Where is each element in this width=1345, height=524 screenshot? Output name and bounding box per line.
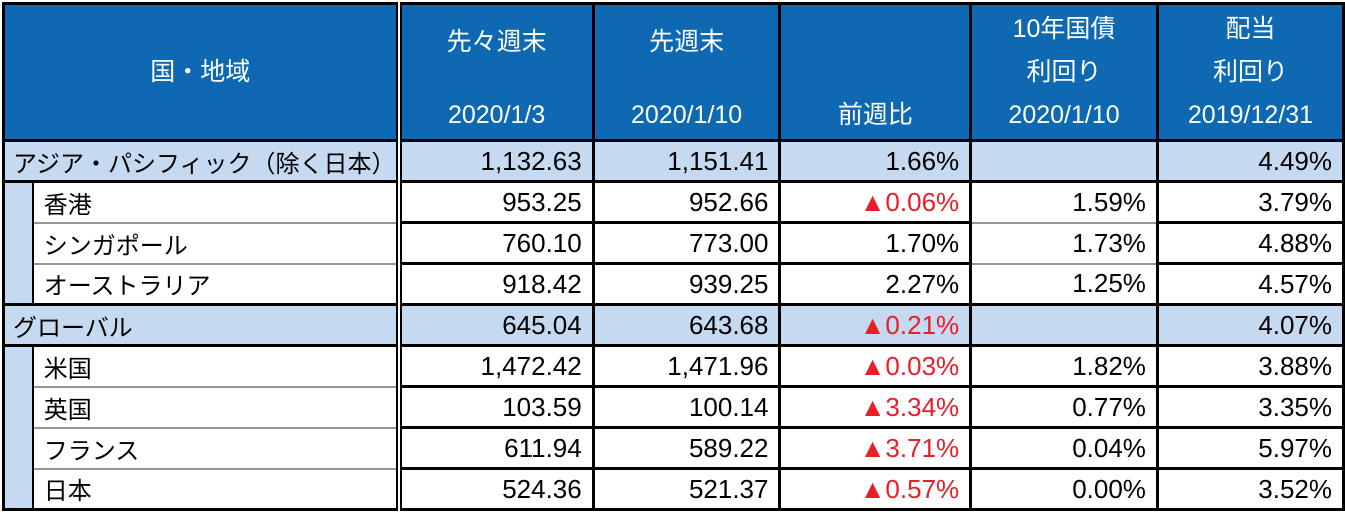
bond-yield-cell: 1.82% xyxy=(969,344,1158,387)
sub-row-japan: 日本 524.36 521.37 ▲0.57% 0.00% 3.52% xyxy=(3,467,1344,510)
last-week-cell: 1,151.41 xyxy=(591,139,780,182)
bond-yield-cell: 1.59% xyxy=(969,180,1158,223)
last-week-cell: 100.14 xyxy=(591,385,780,428)
dividend-yield-cell: 4.57% xyxy=(1155,262,1344,305)
wow-change-cell: ▲0.57% xyxy=(778,467,971,510)
last-week-cell: 952.66 xyxy=(591,180,780,223)
col-header-bond-yield-label: 10年国債 xyxy=(1012,15,1116,43)
last-week-cell: 1,471.96 xyxy=(591,344,780,387)
region-name-cell: アジア・パシフィック（除く日本） xyxy=(3,139,402,182)
last-week-cell: 643.68 xyxy=(591,303,780,346)
region-name-cell: シンガポール xyxy=(32,221,402,264)
week-before-last-cell: 611.94 xyxy=(397,426,594,469)
sub-row-singapore: シンガポール 760.10 773.00 1.70% 1.73% 4.88% xyxy=(3,221,1344,264)
wow-change-cell: ▲0.03% xyxy=(778,344,971,387)
wow-change-cell: 1.70% xyxy=(778,221,971,264)
last-week-cell: 773.00 xyxy=(591,221,780,264)
col-header-dividend-yield: 配当 利回り 2019/12/31 xyxy=(1155,3,1344,142)
wow-change-cell: ▲0.06% xyxy=(778,180,971,223)
week-before-last-cell: 645.04 xyxy=(397,303,594,346)
wow-change-cell: ▲3.34% xyxy=(778,385,971,428)
region-name-cell: オーストラリア xyxy=(32,262,402,305)
sub-row-uk: 英国 103.59 100.14 ▲3.34% 0.77% 3.35% xyxy=(3,385,1344,428)
indent-cell xyxy=(3,180,34,223)
col-header-wow-change: 前週比 xyxy=(778,3,971,142)
region-name-cell: 香港 xyxy=(32,180,402,223)
week-before-last-cell: 524.36 xyxy=(397,467,594,510)
indent-cell xyxy=(3,222,34,264)
region-name-cell: グローバル xyxy=(3,303,402,346)
col-header-week-before-last-date: 2020/1/3 xyxy=(447,101,546,129)
dividend-yield-cell: 5.97% xyxy=(1155,426,1344,469)
dividend-yield-cell: 3.79% xyxy=(1155,180,1344,223)
wow-change-cell: ▲0.21% xyxy=(778,303,971,346)
last-week-cell: 939.25 xyxy=(591,262,780,305)
bond-yield-cell xyxy=(969,139,1158,182)
dividend-yield-cell: 3.52% xyxy=(1155,467,1344,510)
col-header-week-before-last: 先々週末 2020/1/3 xyxy=(397,3,594,142)
col-header-bond-yield-date: 2020/1/10 xyxy=(1008,101,1120,129)
bond-yield-cell: 1.25% xyxy=(969,262,1158,305)
dividend-yield-cell: 3.35% xyxy=(1155,385,1344,428)
week-before-last-cell: 760.10 xyxy=(397,221,594,264)
col-header-bond-yield: 10年国債 利回り 2020/1/10 xyxy=(969,3,1158,142)
bond-yield-cell: 1.73% xyxy=(969,221,1158,264)
indent-cell xyxy=(3,386,34,428)
bond-yield-cell: 0.00% xyxy=(969,467,1158,510)
col-header-wow-change-label: 前週比 xyxy=(837,101,913,129)
wow-change-cell: 2.27% xyxy=(778,262,971,305)
group-row-asia-pacific: アジア・パシフィック（除く日本） 1,132.63 1,151.41 1.66%… xyxy=(3,139,1344,182)
indent-cell xyxy=(3,344,34,387)
sub-row-usa: 米国 1,472.42 1,471.96 ▲0.03% 1.82% 3.88% xyxy=(3,344,1344,387)
indent-cell xyxy=(3,263,34,305)
region-name-cell: 日本 xyxy=(32,467,402,510)
indent-cell xyxy=(3,427,34,469)
col-header-dividend-yield-label: 配当 xyxy=(1225,15,1276,43)
last-week-cell: 521.37 xyxy=(591,467,780,510)
col-header-last-week: 先週末 2020/1/10 xyxy=(591,3,780,142)
dividend-yield-cell: 4.88% xyxy=(1155,221,1344,264)
indent-cell xyxy=(3,468,34,510)
col-header-last-week-label: 先週末 xyxy=(649,28,725,56)
wow-change-cell: ▲3.71% xyxy=(778,426,971,469)
week-before-last-cell: 918.42 xyxy=(397,262,594,305)
bond-yield-cell xyxy=(969,303,1158,346)
week-before-last-cell: 953.25 xyxy=(397,180,594,223)
col-header-bond-yield-label2: 利回り xyxy=(1026,58,1102,86)
last-week-cell: 589.22 xyxy=(591,426,780,469)
wow-change-cell: 1.66% xyxy=(778,139,971,182)
col-header-dividend-yield-date: 2019/12/31 xyxy=(1187,101,1314,129)
col-header-region-label: 国・地域 xyxy=(150,58,251,86)
region-name-cell: 英国 xyxy=(32,385,402,428)
bond-yield-cell: 0.77% xyxy=(969,385,1158,428)
col-header-dividend-yield-label2: 利回り xyxy=(1212,58,1288,86)
dividend-yield-cell: 3.88% xyxy=(1155,344,1344,387)
header-row: 国・地域 先々週末 2020/1/3 先週末 2020/1/10 前週比 10年… xyxy=(3,3,1344,142)
week-before-last-cell: 103.59 xyxy=(397,385,594,428)
sub-row-australia: オーストラリア 918.42 939.25 2.27% 1.25% 4.57% xyxy=(3,262,1344,305)
col-header-last-week-date: 2020/1/10 xyxy=(630,101,743,129)
dividend-yield-cell: 4.07% xyxy=(1155,303,1344,346)
sub-row-hong-kong: 香港 953.25 952.66 ▲0.06% 1.59% 3.79% xyxy=(3,180,1344,223)
market-index-table: 国・地域 先々週末 2020/1/3 先週末 2020/1/10 前週比 10年… xyxy=(2,2,1345,511)
sub-row-france: フランス 611.94 589.22 ▲3.71% 0.04% 5.97% xyxy=(3,426,1344,469)
bond-yield-cell: 0.04% xyxy=(969,426,1158,469)
group-row-global: グローバル 645.04 643.68 ▲0.21% 4.07% xyxy=(3,303,1344,346)
week-before-last-cell: 1,132.63 xyxy=(397,139,594,182)
col-header-week-before-last-label: 先々週末 xyxy=(446,28,547,56)
region-name-cell: フランス xyxy=(32,426,402,469)
week-before-last-cell: 1,472.42 xyxy=(397,344,594,387)
region-name-cell: 米国 xyxy=(32,344,402,387)
col-header-region: 国・地域 xyxy=(3,3,402,142)
dividend-yield-cell: 4.49% xyxy=(1155,139,1344,182)
